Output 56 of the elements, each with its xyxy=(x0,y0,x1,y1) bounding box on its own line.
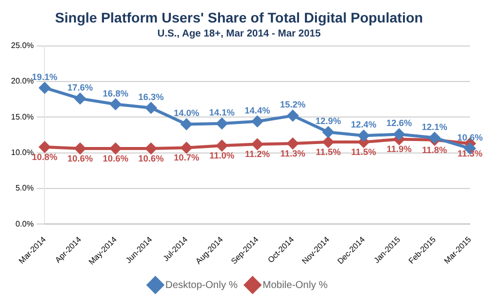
point xyxy=(358,130,370,142)
point xyxy=(180,118,192,130)
data-label: 17.6% xyxy=(67,82,93,93)
data-label: 10.6% xyxy=(67,153,93,164)
point xyxy=(216,140,228,152)
data-label: 11.8% xyxy=(422,144,448,155)
data-label: 12.4% xyxy=(350,120,376,130)
point xyxy=(74,93,86,104)
data-label: 10.6% xyxy=(457,132,483,142)
data-label: 12.6% xyxy=(386,118,412,128)
y-tick-label: 25.0% xyxy=(10,41,34,50)
data-label: 11.3% xyxy=(457,148,483,158)
point xyxy=(146,102,157,114)
point xyxy=(429,132,440,144)
data-label: 16.8% xyxy=(102,88,128,98)
point xyxy=(110,98,122,110)
point xyxy=(39,142,50,153)
data-label: 10.8% xyxy=(32,152,58,162)
data-label: 10.6% xyxy=(138,153,164,164)
y-tick-label: 0.0% xyxy=(15,219,34,228)
legend-label: Mobile-Only % xyxy=(262,280,328,291)
point xyxy=(180,142,192,154)
data-label: 11.5% xyxy=(316,147,341,158)
point xyxy=(216,118,228,130)
data-label: 10.7% xyxy=(174,152,200,163)
point xyxy=(322,136,334,148)
y-tick-label: 15.0% xyxy=(10,112,34,122)
point xyxy=(110,142,122,154)
data-label: 11.9% xyxy=(386,144,412,154)
data-label: 14.1% xyxy=(209,108,235,118)
data-label: 14.0% xyxy=(174,108,200,118)
data-label: 16.3% xyxy=(138,92,164,102)
point xyxy=(146,142,157,154)
data-label: 14.4% xyxy=(244,105,270,116)
point xyxy=(287,110,298,122)
point xyxy=(252,138,263,150)
data-label: 11.3% xyxy=(280,148,306,158)
data-label: 11.5% xyxy=(351,147,376,158)
legend-label: Desktop-Only % xyxy=(165,280,238,291)
data-label: 15.2% xyxy=(280,100,306,110)
point xyxy=(252,116,263,127)
data-label: 11.2% xyxy=(244,149,270,160)
point xyxy=(39,82,50,94)
point xyxy=(74,142,86,154)
point xyxy=(287,138,298,149)
data-label: 10.6% xyxy=(102,153,128,164)
chart-subtitle: U.S., Age 18+, Mar 2014 - Mar 2015 xyxy=(157,28,322,40)
y-tick-label: 5.0% xyxy=(15,184,34,193)
chart-title: Single Platform Users' Share of Total Digital Population xyxy=(55,9,423,26)
data-label: 12.9% xyxy=(315,116,341,126)
data-label: 12.1% xyxy=(422,122,448,132)
y-tick-label: 20.0% xyxy=(10,76,34,86)
point xyxy=(322,126,334,138)
point xyxy=(394,128,405,140)
y-tick-label: 10.0% xyxy=(10,148,34,157)
data-label: 11.0% xyxy=(209,150,234,161)
